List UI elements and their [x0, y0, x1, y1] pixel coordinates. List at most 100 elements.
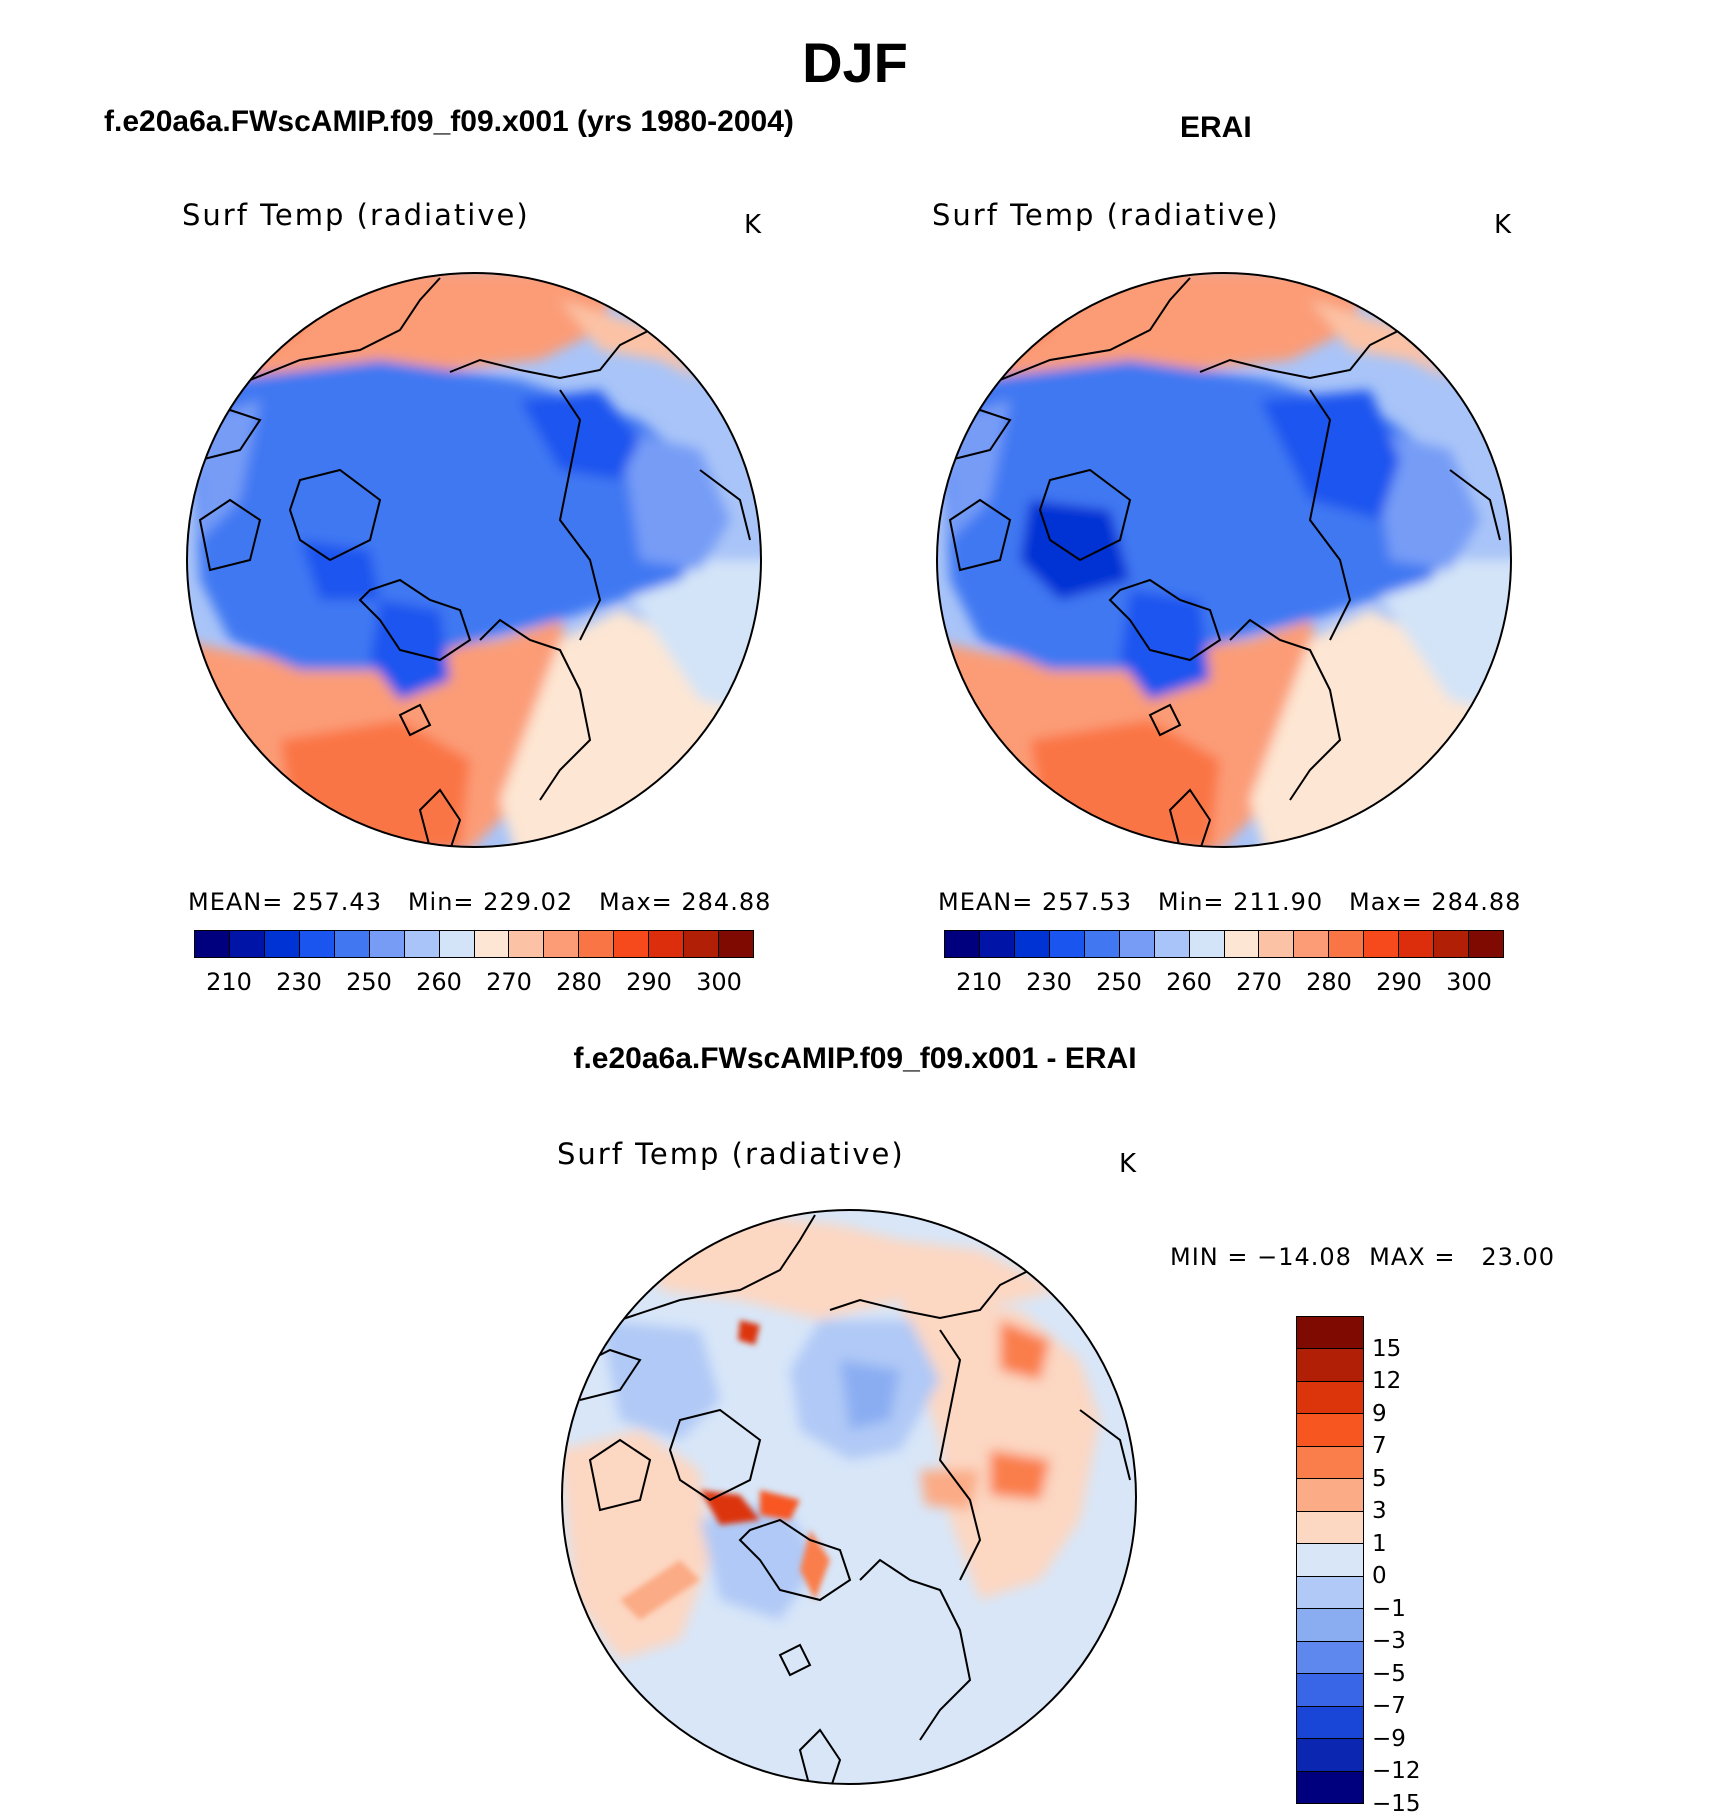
colorbar-swatch: [1297, 1641, 1363, 1675]
obs-map-border: [936, 272, 1512, 848]
model-temperature-map: [187, 273, 761, 847]
colorbar-tick-label: 12: [1372, 1368, 1402, 1395]
colorbar-tick-label: 230: [276, 968, 322, 996]
colorbar-swatch: [1434, 931, 1470, 957]
diff-variable-label: Surf Temp (radiative): [557, 1137, 905, 1171]
colorbar-swatch: [1297, 1381, 1363, 1415]
colorbar-swatch: [1329, 931, 1365, 957]
colorbar-tick-label: −12: [1372, 1758, 1421, 1785]
colorbar-swatch: [1297, 1317, 1363, 1350]
model-units-label: K: [744, 210, 762, 240]
obs-units-label: K: [1494, 210, 1512, 240]
colorbar-tick-label: 0: [1372, 1563, 1387, 1590]
colorbar-swatch: [579, 931, 615, 957]
colorbar-swatch: [1119, 931, 1155, 957]
model-map-border: [186, 272, 762, 848]
colorbar-tick-label: 5: [1372, 1465, 1387, 1492]
colorbar-swatch: [1297, 1739, 1363, 1772]
colorbar-tick-label: 280: [556, 968, 602, 996]
obs-temperature-map: [937, 273, 1511, 847]
obs-colorbar: [944, 930, 1504, 958]
colorbar-tick-label: 270: [486, 968, 532, 996]
colorbar-tick-label: 280: [1306, 968, 1352, 996]
colorbar-swatch: [1297, 1706, 1363, 1740]
colorbar-swatch: [1297, 1674, 1363, 1707]
colorbar-tick-label: 1: [1372, 1530, 1387, 1557]
colorbar-swatch: [1297, 1446, 1363, 1480]
obs-stats: MEAN= 257.53 Min= 211.90 Max= 284.88: [938, 888, 1522, 916]
colorbar-swatch: [1294, 931, 1330, 957]
colorbar-swatch: [614, 931, 650, 957]
colorbar-swatch: [1297, 1771, 1363, 1804]
colorbar-swatch: [979, 931, 1015, 957]
diff-units-label: K: [1119, 1149, 1137, 1179]
colorbar-tick-label: 210: [956, 968, 1002, 996]
colorbar-tick-label: 3: [1372, 1498, 1387, 1525]
diff-colorbar: [1296, 1316, 1364, 1804]
colorbar-tick-label: 230: [1026, 968, 1072, 996]
diff-stats: MIN = −14.08 MAX = 23.00: [1170, 1243, 1556, 1271]
model-variable-label: Surf Temp (radiative): [182, 198, 530, 232]
colorbar-swatch: [264, 931, 300, 957]
colorbar-swatch: [1224, 931, 1260, 957]
colorbar-tick-label: 210: [206, 968, 252, 996]
colorbar-swatch: [1364, 931, 1400, 957]
colorbar-swatch: [719, 931, 753, 957]
colorbar-swatch: [1084, 931, 1120, 957]
colorbar-swatch: [369, 931, 405, 957]
colorbar-tick-label: 250: [346, 968, 392, 996]
colorbar-tick-label: 260: [1166, 968, 1212, 996]
colorbar-swatch: [229, 931, 265, 957]
colorbar-swatch: [544, 931, 580, 957]
colorbar-tick-label: 9: [1372, 1400, 1387, 1427]
colorbar-tick-label: −1: [1372, 1595, 1406, 1622]
figure-title: DJF: [802, 31, 908, 94]
colorbar-swatch: [474, 931, 510, 957]
colorbar-swatch: [509, 931, 545, 957]
colorbar-swatch: [1154, 931, 1190, 957]
model-case-title: f.e20a6a.FWscAMIP.f09_f09.x001 (yrs 1980…: [104, 105, 794, 138]
colorbar-swatch: [1297, 1609, 1363, 1642]
colorbar-swatch: [439, 931, 475, 957]
colorbar-tick-label: 260: [416, 968, 462, 996]
colorbar-tick-label: 270: [1236, 968, 1282, 996]
difference-title: f.e20a6a.FWscAMIP.f09_f09.x001 - ERAI: [573, 1042, 1137, 1075]
colorbar-tick-label: −3: [1372, 1628, 1406, 1655]
model-stats: MEAN= 257.43 Min= 229.02 Max= 284.88: [188, 888, 772, 916]
colorbar-swatch: [945, 931, 980, 957]
colorbar-tick-label: 15: [1372, 1335, 1402, 1362]
colorbar-tick-label: −15: [1372, 1791, 1421, 1817]
colorbar-tick-label: 7: [1372, 1433, 1387, 1460]
colorbar-swatch: [1469, 931, 1503, 957]
colorbar-tick-label: −9: [1372, 1725, 1406, 1752]
colorbar-swatch: [299, 931, 335, 957]
colorbar-swatch: [1297, 1414, 1363, 1447]
colorbar-swatch: [404, 931, 440, 957]
difference-temperature-map: [562, 1210, 1136, 1784]
colorbar-swatch: [1189, 931, 1225, 957]
colorbar-tick-label: 300: [696, 968, 742, 996]
colorbar-swatch: [334, 931, 370, 957]
colorbar-tick-label: 290: [626, 968, 672, 996]
colorbar-swatch: [1297, 1544, 1363, 1577]
colorbar-swatch: [1259, 931, 1295, 957]
obs-variable-label: Surf Temp (radiative): [932, 198, 1280, 232]
colorbar-swatch: [195, 931, 230, 957]
colorbar-swatch: [1297, 1349, 1363, 1382]
colorbar-swatch: [1049, 931, 1085, 957]
colorbar-swatch: [1399, 931, 1435, 957]
colorbar-swatch: [1297, 1576, 1363, 1610]
colorbar-tick-label: 290: [1376, 968, 1422, 996]
colorbar-swatch: [1297, 1479, 1363, 1512]
colorbar-tick-label: 300: [1446, 968, 1492, 996]
colorbar-tick-label: −5: [1372, 1660, 1406, 1687]
difference-map-border: [561, 1209, 1137, 1785]
model-colorbar: [194, 930, 754, 958]
colorbar-swatch: [649, 931, 685, 957]
obs-case-title: ERAI: [1180, 111, 1252, 144]
colorbar-tick-label: −7: [1372, 1693, 1406, 1720]
colorbar-swatch: [684, 931, 720, 957]
colorbar-swatch: [1014, 931, 1050, 957]
colorbar-tick-label: 250: [1096, 968, 1142, 996]
